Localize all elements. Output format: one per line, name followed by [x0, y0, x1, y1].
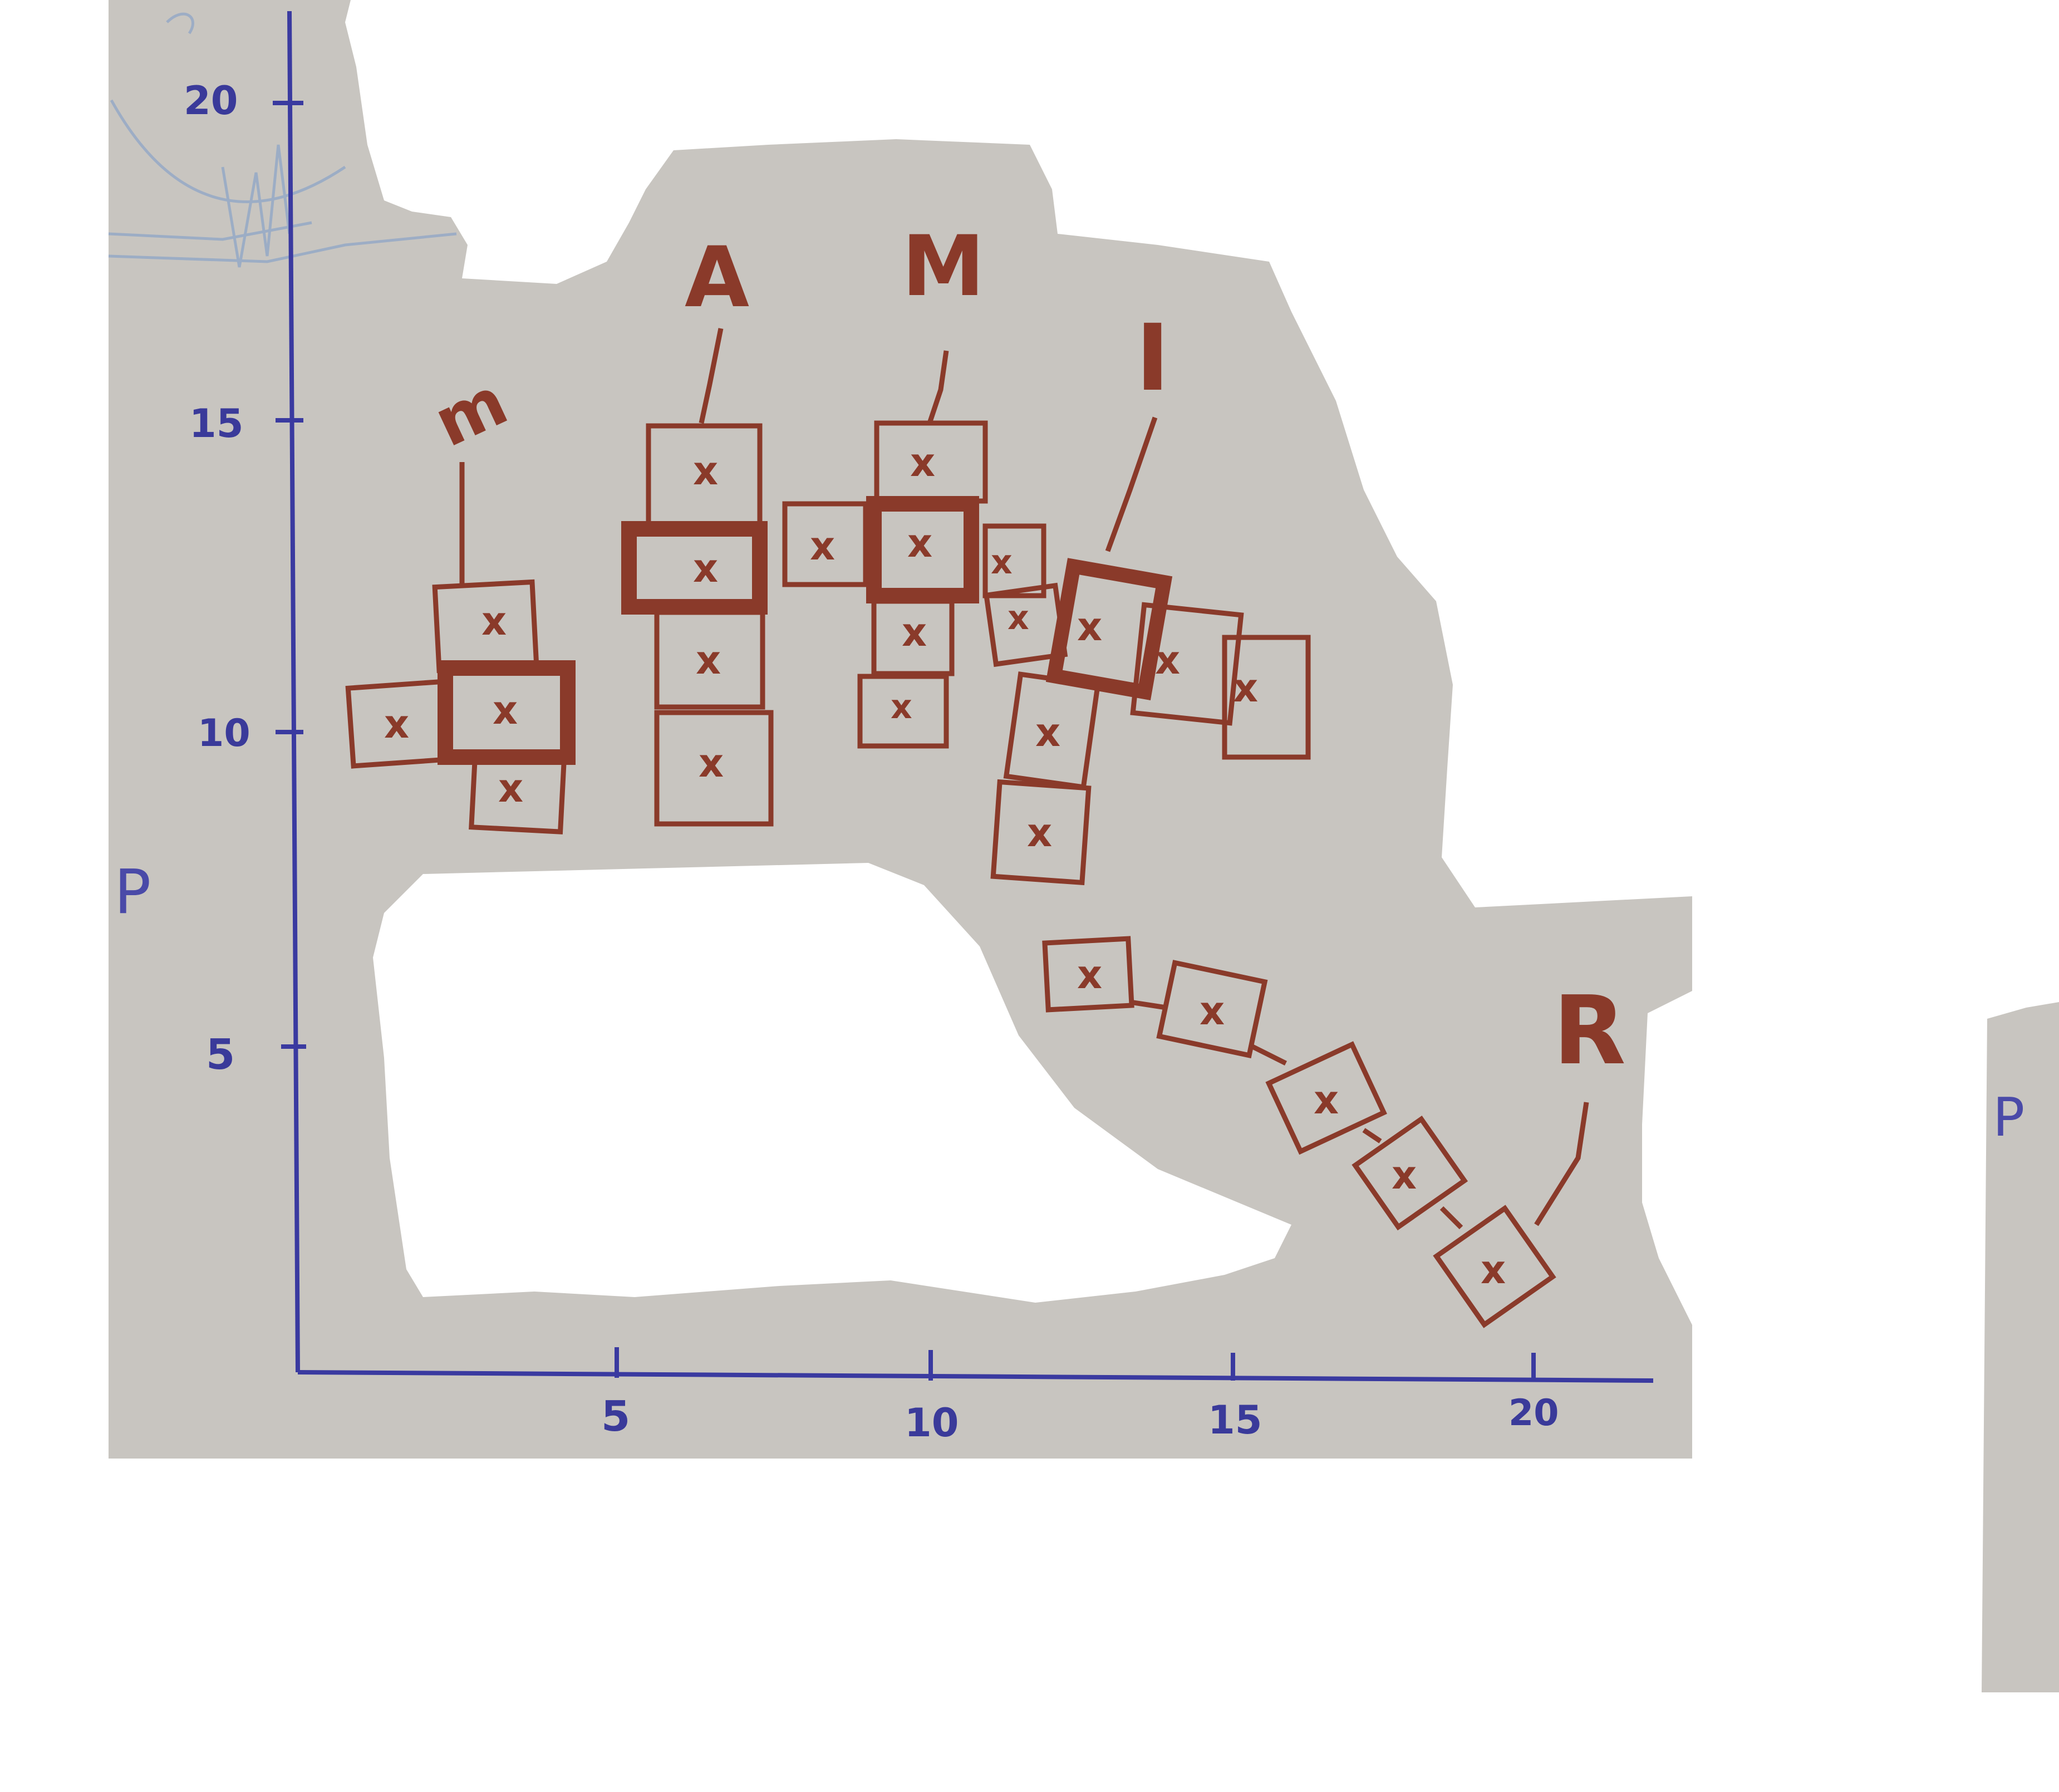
mark-i-r2: x	[1233, 665, 1258, 711]
cell-a-2	[621, 521, 768, 615]
mark-mm-1: x	[910, 440, 935, 485]
cell-r-3	[1265, 1041, 1387, 1155]
mark-mm-4: x	[891, 688, 912, 726]
mark-i-center: x	[1077, 604, 1102, 650]
cell-a-3	[654, 610, 765, 710]
mark-mm-2: x	[907, 521, 932, 566]
connector-a	[699, 328, 724, 424]
group-m	[345, 462, 576, 834]
x-tick-label-10: 10	[905, 1400, 959, 1446]
group-label-i: I	[1136, 305, 1169, 411]
mark-r-5: x	[1481, 1247, 1506, 1293]
connector-i	[1105, 416, 1158, 552]
cell-mm-4	[857, 674, 949, 749]
paper-fragment-right	[1982, 1002, 2059, 1692]
y-tick-label-20: 20	[184, 78, 238, 124]
cell-i-r2	[1222, 635, 1311, 760]
cell-r-1	[1042, 936, 1134, 1013]
cell-i-r1	[1130, 602, 1244, 726]
cell-r-2	[1156, 960, 1268, 1059]
group-label-a: A	[685, 229, 749, 326]
y-tick-label-10: 10	[198, 711, 250, 755]
mark-i-left: x	[1008, 598, 1029, 637]
mark-r-2: x	[1200, 988, 1225, 1034]
connector-r-34	[1362, 1128, 1382, 1143]
mark-a-1: x	[693, 448, 718, 494]
cell-m-bottom	[469, 755, 567, 834]
cell-mm-3	[871, 598, 955, 676]
axes	[273, 11, 1654, 1383]
y-axis	[287, 11, 300, 1373]
cell-r-5	[1433, 1205, 1556, 1328]
mark-i-b1: x	[1035, 710, 1060, 755]
group-label-mm: M	[902, 218, 985, 315]
paper-cutout	[373, 863, 1291, 1303]
cell-r-4	[1352, 1115, 1468, 1231]
y-axis-label: P	[114, 856, 151, 927]
group-mm	[857, 350, 1046, 749]
cell-i-b1	[1003, 671, 1101, 790]
connector-r-12	[1129, 999, 1167, 1010]
y-tick-label-5: 5	[206, 1030, 235, 1079]
cell-mm-2	[866, 496, 979, 603]
x-axis	[297, 1370, 1654, 1383]
mark-m-bottom: x	[498, 765, 523, 811]
mark-r-1: x	[1077, 952, 1102, 998]
mark-mm-right: x	[991, 543, 1013, 582]
group-i	[983, 416, 1311, 886]
x-tick-label-5: 5	[601, 1392, 630, 1441]
fragment-axis-label: P	[1993, 1087, 2024, 1148]
mark-mm-3: x	[902, 610, 927, 655]
group-label-r: R	[1553, 976, 1626, 1086]
mark-a-bridge: x	[810, 523, 835, 569]
mark-a-3: x	[696, 637, 721, 683]
cell-a-bridge	[782, 501, 868, 587]
connector-r-45	[1439, 1206, 1463, 1230]
connector-r-23	[1251, 1044, 1288, 1066]
background-scribbles	[108, 12, 457, 268]
cell-a-4	[654, 710, 774, 827]
connector-mm	[927, 350, 949, 424]
cell-marks: x x x x x x x x x x x x x x x x x x x x …	[384, 440, 1506, 1293]
mark-i-r1: x	[1155, 637, 1180, 683]
x-tick-label-20: 20	[1508, 1392, 1559, 1434]
mark-a-4: x	[699, 740, 724, 786]
mark-m-left: x	[384, 701, 409, 747]
y-tick-label-15: 15	[189, 401, 243, 446]
mark-m-center: x	[493, 688, 518, 733]
x-tick-label-15: 15	[1208, 1397, 1262, 1443]
group-r	[1042, 936, 1589, 1328]
cell-i-b2	[990, 779, 1092, 886]
cell-mm-right	[982, 523, 1046, 598]
mark-m-top: x	[481, 598, 507, 644]
mark-r-4: x	[1392, 1152, 1417, 1198]
group-a	[621, 328, 868, 827]
mark-r-3: x	[1314, 1077, 1339, 1123]
mark-a-2: x	[693, 546, 718, 591]
connector-r	[1534, 1102, 1589, 1226]
mark-i-b2: x	[1027, 810, 1052, 856]
